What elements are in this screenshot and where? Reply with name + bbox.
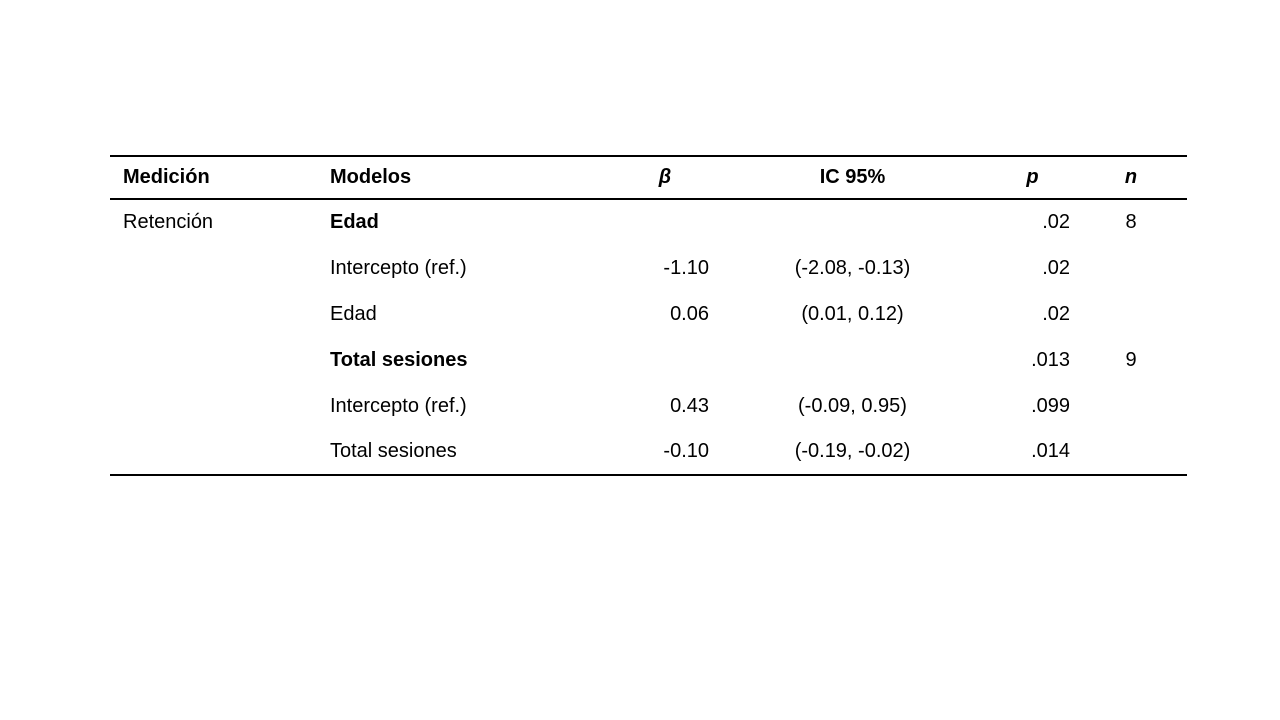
cell-medicion bbox=[110, 291, 330, 337]
table-body: Retención Edad .02 8 Intercepto (ref.) -… bbox=[110, 199, 1187, 475]
cell-medicion bbox=[110, 245, 330, 291]
cell-ic95 bbox=[715, 337, 990, 383]
cell-modelo: Edad bbox=[330, 302, 377, 325]
cell-modelo: Intercepto (ref.) bbox=[330, 256, 467, 279]
cell-p: .013 bbox=[1031, 348, 1070, 371]
table-header-row: Medición Modelos β IC 95% p n bbox=[110, 156, 1187, 199]
cell-medicion bbox=[110, 383, 330, 429]
cell-ic95: (0.01, 0.12) bbox=[801, 302, 904, 325]
cell-ic95: (-0.09, 0.95) bbox=[798, 394, 907, 417]
cell-medicion: Retención bbox=[123, 211, 214, 233]
table-row: Intercepto (ref.) 0.43 (-0.09, 0.95) .09… bbox=[110, 383, 1187, 429]
cell-ic95: (-2.08, -0.13) bbox=[794, 256, 911, 279]
cell-p: .02 bbox=[1042, 302, 1070, 325]
col-header-ic95: IC 95% bbox=[819, 166, 886, 188]
cell-beta: -1.10 bbox=[663, 256, 709, 279]
col-header-p: p bbox=[1026, 166, 1039, 188]
cell-ic95: (-0.19, -0.02) bbox=[794, 440, 911, 462]
cell-modelo: Total sesiones bbox=[330, 440, 457, 462]
cell-medicion bbox=[110, 337, 330, 383]
cell-n bbox=[1075, 291, 1187, 337]
cell-p: .02 bbox=[1042, 256, 1070, 279]
cell-beta bbox=[615, 199, 715, 245]
cell-p: .099 bbox=[1031, 394, 1070, 417]
cell-modelo: Total sesiones bbox=[330, 348, 468, 371]
table-row: Intercepto (ref.) -1.10 (-2.08, -0.13) .… bbox=[110, 245, 1187, 291]
col-header-modelos: Modelos bbox=[330, 166, 412, 188]
table-row: Total sesiones .013 9 bbox=[110, 337, 1187, 383]
cell-n bbox=[1075, 245, 1187, 291]
cell-n: 8 bbox=[1125, 211, 1137, 233]
col-header-beta: β bbox=[658, 166, 672, 188]
cell-n bbox=[1075, 429, 1187, 475]
cell-p: .02 bbox=[1042, 211, 1070, 233]
cell-beta bbox=[615, 337, 715, 383]
cell-n bbox=[1075, 383, 1187, 429]
cell-modelo: Intercepto (ref.) bbox=[330, 394, 467, 417]
cell-beta: 0.43 bbox=[670, 394, 709, 417]
table-row: Total sesiones -0.10 (-0.19, -0.02) .014 bbox=[110, 429, 1187, 475]
cell-ic95 bbox=[715, 199, 990, 245]
cell-medicion bbox=[110, 429, 330, 475]
table-row: Edad 0.06 (0.01, 0.12) .02 bbox=[110, 291, 1187, 337]
col-header-medicion: Medición bbox=[123, 166, 210, 188]
regression-results-table: Medición Modelos β IC 95% p n Retención … bbox=[110, 155, 1187, 476]
cell-beta: 0.06 bbox=[670, 302, 709, 325]
cell-p: .014 bbox=[1031, 440, 1070, 462]
col-header-n: n bbox=[1124, 166, 1138, 188]
cell-n: 9 bbox=[1125, 348, 1137, 371]
cell-modelo: Edad bbox=[330, 211, 379, 233]
cell-beta: -0.10 bbox=[663, 440, 709, 462]
table-header: Medición Modelos β IC 95% p n bbox=[110, 156, 1187, 199]
table-row: Retención Edad .02 8 bbox=[110, 199, 1187, 245]
